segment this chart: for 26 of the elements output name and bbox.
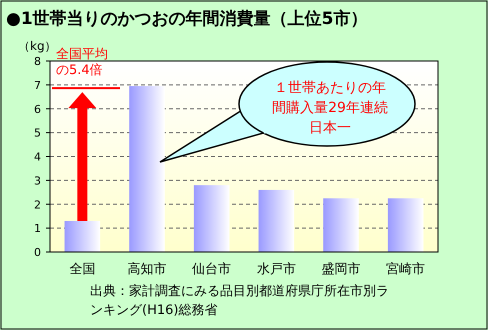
bar bbox=[388, 198, 424, 252]
y-tick-label: 3 bbox=[34, 174, 41, 188]
x-tick-label: 宮崎市 bbox=[386, 261, 426, 277]
source-note: 出典：家計調査にみる品目別都道府県庁所在市別ランキング(H16)総務省 bbox=[90, 283, 389, 318]
y-tick-label: 5 bbox=[34, 126, 41, 140]
bar bbox=[194, 185, 230, 252]
y-tick-label: 7 bbox=[34, 78, 41, 92]
bar bbox=[323, 198, 359, 252]
y-tick-label: 1 bbox=[34, 222, 41, 236]
y-tick-label: 2 bbox=[34, 198, 41, 212]
bar bbox=[129, 86, 165, 252]
x-tick-label: 水戸市 bbox=[256, 262, 296, 277]
y-tick-label: 8 bbox=[34, 55, 41, 68]
x-tick-label: 全国 bbox=[69, 262, 96, 277]
y-tick-label: 0 bbox=[34, 246, 41, 259]
chart-title: ●1世帯当りのかつおの年間消費量（上位5市） bbox=[6, 9, 368, 29]
y-axis-title: （kg） bbox=[18, 39, 57, 53]
x-tick-label: 盛岡市 bbox=[322, 262, 360, 277]
annotation: 全国平均の5.4倍 bbox=[56, 47, 108, 78]
y-tick-label: 6 bbox=[34, 102, 41, 116]
x-tick-label: 高知市 bbox=[128, 261, 166, 277]
bar bbox=[258, 190, 294, 252]
bar bbox=[64, 220, 100, 252]
y-tick-label: 4 bbox=[34, 150, 41, 164]
annotation: １世帯あたりの年間購入量29年連続日本一 bbox=[272, 80, 388, 136]
x-tick-label: 仙台市 bbox=[192, 262, 232, 277]
